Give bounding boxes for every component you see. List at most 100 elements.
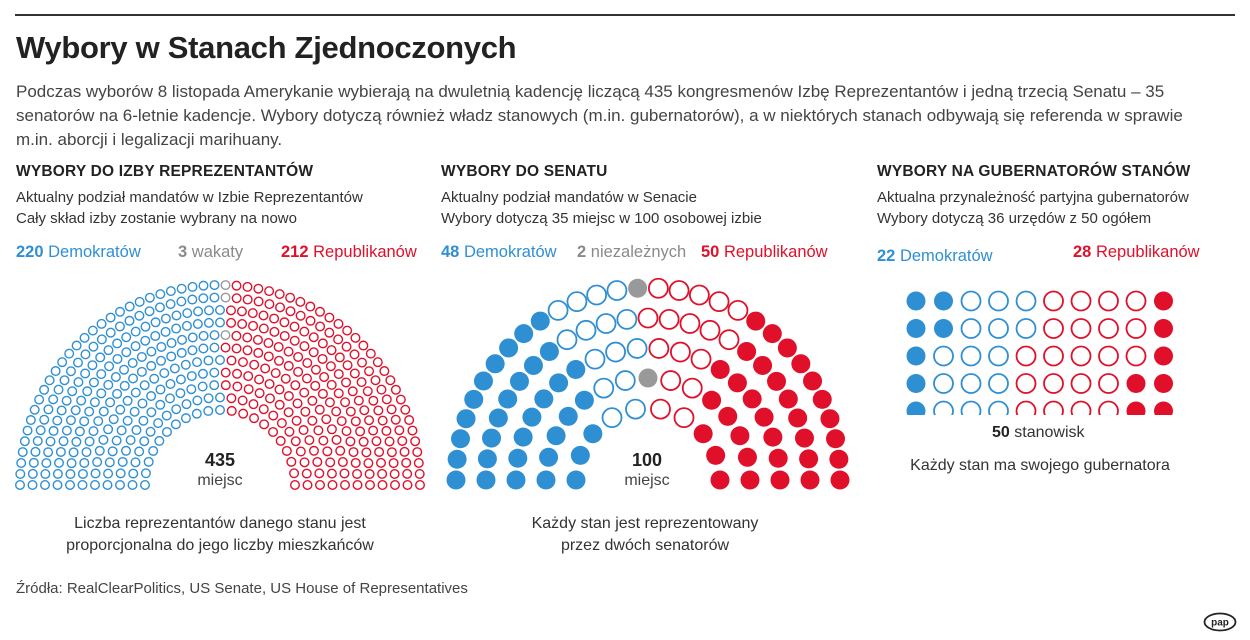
senate-seat [593,377,615,399]
senate-seat [706,445,726,465]
governor-dem-dot [906,346,926,366]
house-seat [58,436,69,447]
house-seat [73,377,84,388]
house-seat [371,436,382,447]
house-seat [140,468,151,479]
governor-rep-dot [1070,318,1092,339]
house-seat [214,317,225,328]
house-seat [48,425,59,436]
house-seat [84,436,95,447]
house-seat [279,317,290,328]
house-seat [322,446,333,457]
house-seat [41,458,52,469]
house-seat [54,457,65,468]
senate-seat [566,470,586,490]
house-seat [390,384,401,395]
senate-seat [727,373,747,393]
house-seat [127,358,138,369]
house-seat [372,357,383,368]
house-seat [331,434,342,445]
house-seat [67,386,78,397]
house-seat [79,457,90,468]
senate-seat [693,424,713,444]
governor-rep-dot [1070,345,1092,367]
house-seat [130,326,141,337]
house-seat [319,372,330,383]
house-seat [333,334,344,345]
house-seat [39,414,50,425]
house-seat [370,375,381,386]
house-seat [270,368,281,379]
house-seat [232,381,243,392]
house-seat [317,388,328,399]
house-seat [415,479,426,490]
house-seat [292,398,303,409]
house-seat [145,426,156,437]
house-seat [237,319,248,330]
senate-seat [768,448,788,468]
senate-seat [770,470,790,490]
house-seat [43,404,54,415]
house-seat [220,330,231,341]
house-seat [209,292,220,303]
house-seat [364,366,375,377]
house-seat [259,419,270,430]
house-seat [226,355,237,366]
house-seat [176,296,187,307]
house-seat [321,414,332,425]
governor-dem-dot [960,318,982,339]
house-seat [315,306,326,317]
senate-ind-count: 2 [577,243,587,261]
house-seat [102,479,113,490]
house-seat [300,406,311,417]
governor-rep-dot [1098,400,1119,415]
house-seat [315,321,326,332]
house-seat [66,458,77,469]
house-seat [326,345,337,356]
house-seat [368,395,379,406]
senate-seat [614,370,636,391]
house-seat [365,479,376,490]
governor-rep-dot [1154,291,1173,311]
house-seat [299,457,310,468]
house-seat [96,318,107,329]
house-seat [314,468,325,479]
senate-seat [566,291,588,313]
house-seat [103,468,114,479]
house-seat [150,330,161,341]
house-seat [231,343,242,354]
senate-seat [799,449,819,469]
house-seat [130,457,141,468]
house-seat [285,292,296,303]
house-seat [64,348,75,359]
house-seat [80,349,91,360]
governor-rep-dot [1125,290,1147,312]
senate-legend-dem: 48 Demokratów [441,243,557,262]
house-seat [94,445,105,456]
house-seat [65,366,76,377]
senate-legend-rep: 50 Republikanów [701,243,828,262]
house-seat [377,468,388,479]
house-seat [231,280,242,291]
governor-rep-dot [1070,373,1092,394]
senate-seat [539,341,559,361]
senate-seat [556,329,578,351]
house-seat [381,394,392,405]
house-seat [80,368,91,379]
senate-seat [488,408,508,428]
house-seat [286,456,297,467]
governor-rep-dot [1126,401,1146,415]
house-seat [70,405,81,416]
house-seat [365,348,376,359]
senate-seat [788,408,808,428]
governor-dem-dot [934,291,953,311]
senate-seat [746,311,766,331]
governors-dem-label: Demokratów [899,247,993,265]
governor-rep-dot [1098,373,1119,394]
house-seat [155,384,166,395]
house-seat [134,446,145,457]
house-seat [115,404,126,415]
house-seat [90,468,101,479]
governors-rep-count: 28 [1073,243,1092,261]
house-seat [390,479,401,490]
